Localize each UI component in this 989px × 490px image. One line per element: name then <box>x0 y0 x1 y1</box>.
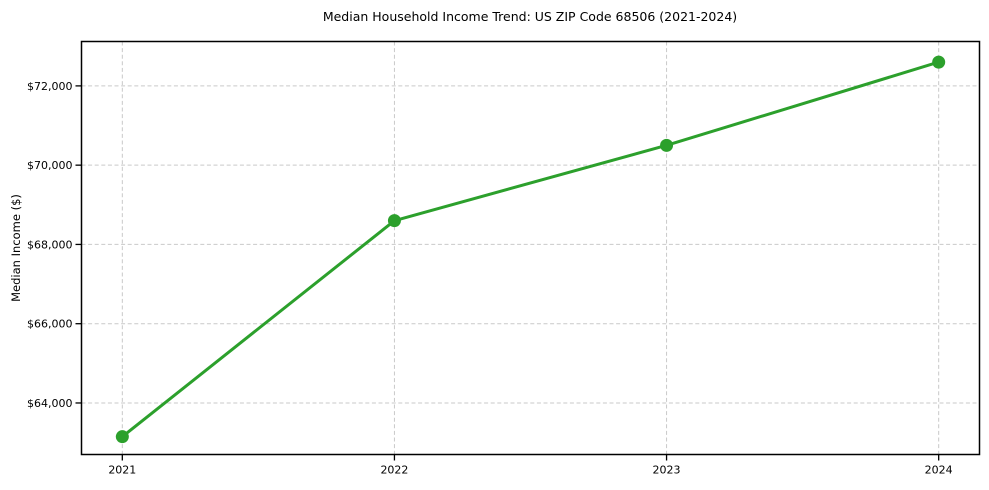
data-point <box>932 55 946 69</box>
chart-title: Median Household Income Trend: US ZIP Co… <box>322 9 738 24</box>
data-point <box>660 138 674 152</box>
y-tick-label: $70,000 <box>27 159 73 172</box>
y-tick-label: $64,000 <box>27 397 73 410</box>
series-line <box>120 60 941 439</box>
y-tick-label: $66,000 <box>27 318 73 331</box>
x-tick-label: 2023 <box>653 464 681 477</box>
x-tick-label: 2022 <box>380 464 408 477</box>
x-tick-label: 2024 <box>925 464 953 477</box>
series-layer <box>115 55 946 444</box>
y-tick-label: $68,000 <box>27 238 73 251</box>
y-tick-label: $72,000 <box>27 80 73 93</box>
tick-layer <box>75 85 940 461</box>
grid-layer <box>81 41 980 455</box>
label-layer: $64,000 $66,000 $68,000 $70,000 $72,000 2021 2… <box>27 80 953 477</box>
x-tick-label: 2021 <box>108 464 136 477</box>
data-point <box>387 214 401 228</box>
data-point <box>115 430 129 444</box>
plot-border <box>80 40 981 456</box>
